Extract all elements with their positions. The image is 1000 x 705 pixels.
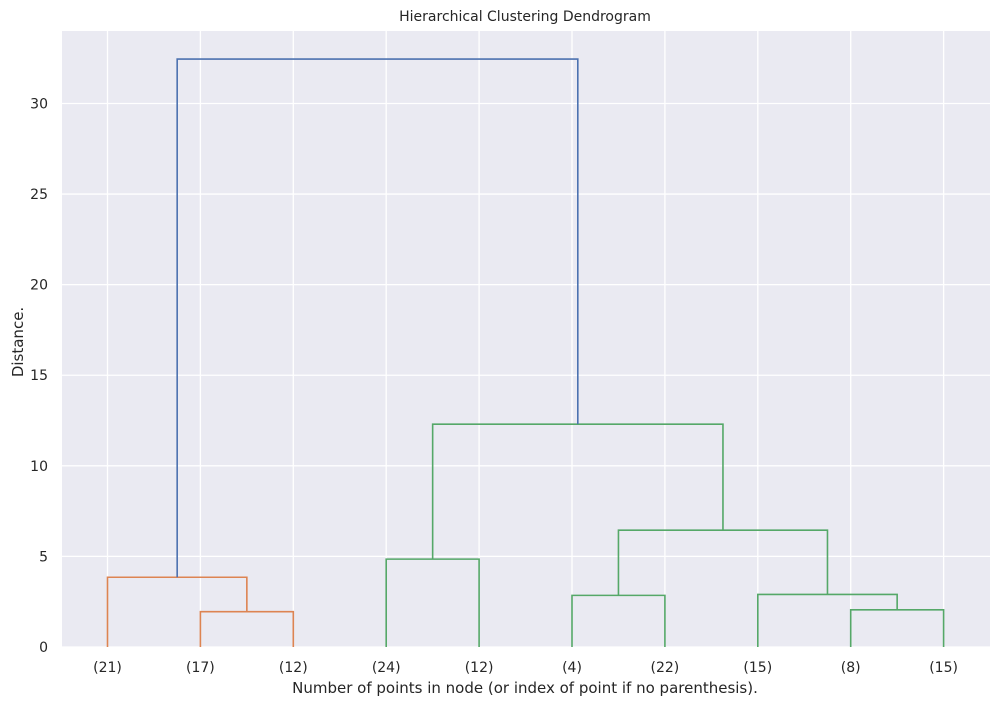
x-axis-label: Number of points in node (or index of po… xyxy=(292,679,758,697)
x-tick-label: (17) xyxy=(186,660,215,676)
x-axis-ticks: (21) (17) (12) (24) (12) (4) (22) (15) (8) (15) xyxy=(93,660,958,676)
y-tick-label: 30 xyxy=(30,96,48,112)
x-tick-label: (15) xyxy=(929,660,958,676)
x-tick-label: (21) xyxy=(93,660,122,676)
y-axis-label: Distance. xyxy=(9,307,27,377)
x-tick-label: (24) xyxy=(372,660,401,676)
x-tick-label: (22) xyxy=(651,660,680,676)
x-tick-label: (12) xyxy=(465,660,494,676)
dendrogram-links xyxy=(106,58,945,647)
x-tick-label: (12) xyxy=(279,660,308,676)
grid-lines xyxy=(62,31,990,648)
chart-title: Hierarchical Clustering Dendrogram xyxy=(399,9,651,25)
dendrogram-link xyxy=(176,58,579,578)
y-tick-label: 0 xyxy=(39,640,48,656)
x-tick-label: (4) xyxy=(562,660,582,676)
x-tick-label: (8) xyxy=(841,660,861,676)
x-tick-label: (15) xyxy=(743,660,772,676)
y-tick-label: 5 xyxy=(39,549,48,565)
y-tick-label: 10 xyxy=(30,459,48,475)
y-tick-label: 15 xyxy=(30,368,48,384)
y-tick-label: 25 xyxy=(30,187,48,203)
y-axis-ticks: 0 5 10 15 20 25 30 xyxy=(30,96,48,656)
y-tick-label: 20 xyxy=(30,278,48,294)
plot-background xyxy=(62,31,990,647)
